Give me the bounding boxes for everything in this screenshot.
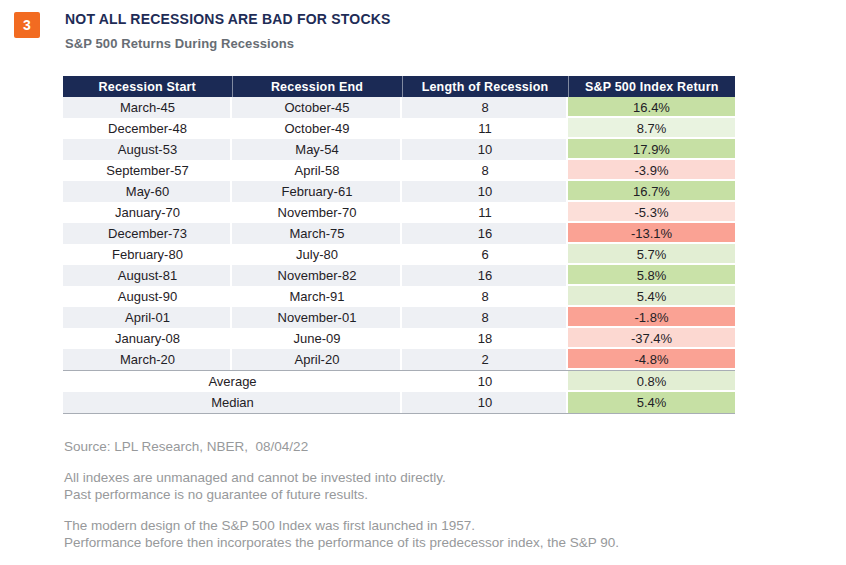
- disclaimer-line-2: Past performance is no guarantee of futu…: [64, 486, 619, 503]
- cell-recession-end: November-70: [232, 202, 402, 223]
- page-subtitle: S&P 500 Returns During Recessions: [65, 36, 391, 51]
- cell-recession-start: August-81: [63, 265, 232, 286]
- source-line: Source: LPL Research, NBER, 08/04/22: [64, 438, 619, 455]
- table-row: May-60February-611016.7%: [63, 181, 735, 202]
- cell-recession-start: December-48: [63, 118, 232, 139]
- summary-row-average: Average100.8%: [63, 371, 735, 393]
- cell-recession-start: March-45: [63, 97, 232, 118]
- exhibit-number-badge: 3: [14, 12, 40, 38]
- cell-recession-end: February-61: [232, 181, 402, 202]
- summary-row-median: Median105.4%: [63, 392, 735, 414]
- header-row: Recession Start Recession End Length of …: [63, 76, 735, 97]
- cell-recession-end: March-91: [232, 286, 402, 307]
- cell-sp500-return: 8.7%: [568, 118, 735, 139]
- cell-recession-start: May-60: [63, 181, 232, 202]
- cell-recession-length: 8: [402, 97, 568, 118]
- cell-sp500-return: 16.4%: [568, 97, 735, 118]
- cell-recession-length: 16: [402, 265, 568, 286]
- exhibit-header: NOT ALL RECESSIONS ARE BAD FOR STOCKS S&…: [65, 11, 391, 51]
- cell-sp500-return: -37.4%: [568, 328, 735, 349]
- cell-recession-end: April-58: [232, 160, 402, 181]
- table-body: March-45October-45816.4%December-48Octob…: [63, 97, 735, 414]
- disclaimer-line-1: All indexes are unmanaged and cannot be …: [64, 469, 619, 486]
- cell-sp500-return: 5.7%: [568, 244, 735, 265]
- table-row: March-20April-202-4.8%: [63, 349, 735, 371]
- table-row: January-70November-7011-5.3%: [63, 202, 735, 223]
- cell-recession-length: 10: [402, 392, 568, 414]
- note-line-2: Performance before then incorporates the…: [64, 534, 619, 551]
- table-row: December-48October-49118.7%: [63, 118, 735, 139]
- cell-sp500-return: -5.3%: [568, 202, 735, 223]
- table-header: Recession Start Recession End Length of …: [63, 76, 735, 97]
- recessions-table: Recession Start Recession End Length of …: [63, 76, 735, 414]
- cell-recession-end: April-20: [232, 349, 402, 371]
- table-row: August-81November-82165.8%: [63, 265, 735, 286]
- table-row: August-53May-541017.9%: [63, 139, 735, 160]
- cell-recession-length: 8: [402, 160, 568, 181]
- cell-summary-label: Median: [63, 392, 402, 414]
- cell-summary-label: Average: [63, 371, 402, 393]
- cell-sp500-return: 16.7%: [568, 181, 735, 202]
- cell-recession-end: March-75: [232, 223, 402, 244]
- cell-recession-end: November-82: [232, 265, 402, 286]
- cell-recession-start: January-08: [63, 328, 232, 349]
- cell-recession-length: 11: [402, 202, 568, 223]
- page-title: NOT ALL RECESSIONS ARE BAD FOR STOCKS: [65, 11, 391, 27]
- table-row: March-45October-45816.4%: [63, 97, 735, 118]
- table-row: September-57April-588-3.9%: [63, 160, 735, 181]
- cell-sp500-return: -3.9%: [568, 160, 735, 181]
- cell-recession-length: 6: [402, 244, 568, 265]
- table-row: January-08June-0918-37.4%: [63, 328, 735, 349]
- cell-recession-start: August-90: [63, 286, 232, 307]
- cell-sp500-return: -4.8%: [568, 349, 735, 371]
- cell-recession-end: May-54: [232, 139, 402, 160]
- footnotes: Source: LPL Research, NBER, 08/04/22 All…: [64, 438, 619, 551]
- cell-recession-start: August-53: [63, 139, 232, 160]
- col-header-recession-end: Recession End: [232, 76, 402, 97]
- cell-recession-end: October-45: [232, 97, 402, 118]
- cell-recession-length: 10: [402, 371, 568, 393]
- cell-sp500-return: 5.4%: [568, 286, 735, 307]
- col-header-length: Length of Recession: [402, 76, 568, 97]
- cell-recession-start: April-01: [63, 307, 232, 328]
- cell-sp500-return: -13.1%: [568, 223, 735, 244]
- table-row: December-73March-7516-13.1%: [63, 223, 735, 244]
- cell-recession-end: June-09: [232, 328, 402, 349]
- cell-recession-start: December-73: [63, 223, 232, 244]
- cell-recession-end: October-49: [232, 118, 402, 139]
- table-row: February-80July-8065.7%: [63, 244, 735, 265]
- cell-recession-start: January-70: [63, 202, 232, 223]
- table-row: April-01November-018-1.8%: [63, 307, 735, 328]
- cell-recession-length: 2: [402, 349, 568, 371]
- cell-sp500-return: 5.8%: [568, 265, 735, 286]
- cell-recession-start: February-80: [63, 244, 232, 265]
- cell-sp500-return: 17.9%: [568, 139, 735, 160]
- cell-recession-length: 11: [402, 118, 568, 139]
- cell-recession-length: 18: [402, 328, 568, 349]
- table-row: August-90March-9185.4%: [63, 286, 735, 307]
- cell-recession-start: March-20: [63, 349, 232, 371]
- cell-recession-end: July-80: [232, 244, 402, 265]
- cell-recession-length: 10: [402, 139, 568, 160]
- col-header-return: S&P 500 Index Return: [568, 76, 735, 97]
- cell-sp500-return: 0.8%: [568, 371, 735, 393]
- cell-recession-length: 16: [402, 223, 568, 244]
- col-header-recession-start: Recession Start: [63, 76, 232, 97]
- note-line-1: The modern design of the S&P 500 Index w…: [64, 517, 619, 534]
- exhibit-page: 3 NOT ALL RECESSIONS ARE BAD FOR STOCKS …: [0, 0, 846, 565]
- cell-recession-length: 8: [402, 307, 568, 328]
- cell-recession-end: November-01: [232, 307, 402, 328]
- cell-sp500-return: 5.4%: [568, 392, 735, 414]
- cell-recession-length: 8: [402, 286, 568, 307]
- cell-sp500-return: -1.8%: [568, 307, 735, 328]
- cell-recession-start: September-57: [63, 160, 232, 181]
- cell-recession-length: 10: [402, 181, 568, 202]
